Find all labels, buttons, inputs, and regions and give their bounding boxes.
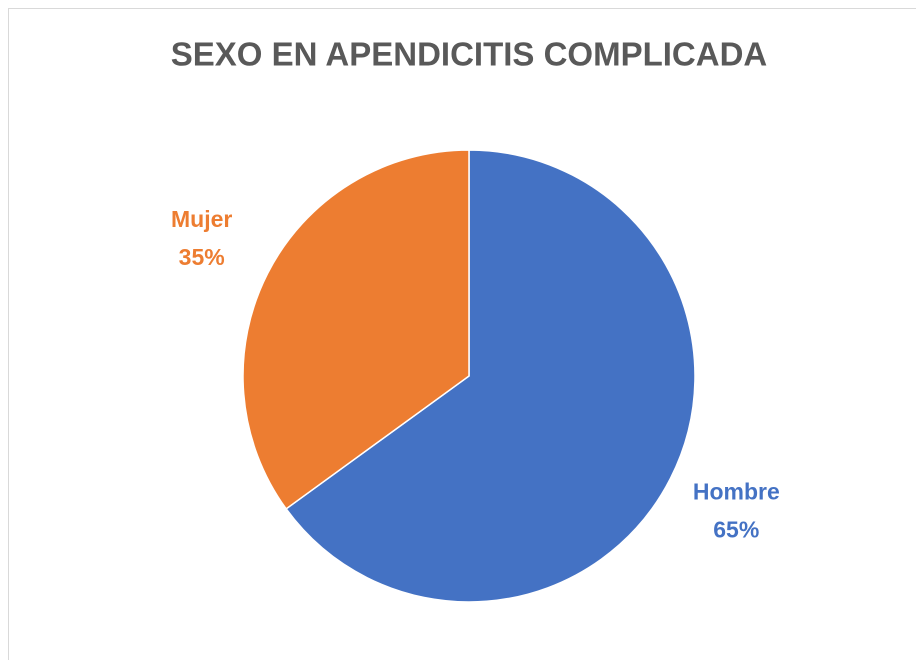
- slice-category-label: Mujer: [171, 206, 232, 232]
- pie-slice: [285, 149, 696, 603]
- slice-value-label: 35%: [179, 244, 225, 270]
- chart-title: SEXO EN APENDICITIS COMPLICADA: [171, 36, 768, 73]
- slice-value-label: 65%: [713, 516, 759, 542]
- pie-slice: [242, 149, 470, 510]
- slice-category-label: Hombre: [693, 478, 780, 504]
